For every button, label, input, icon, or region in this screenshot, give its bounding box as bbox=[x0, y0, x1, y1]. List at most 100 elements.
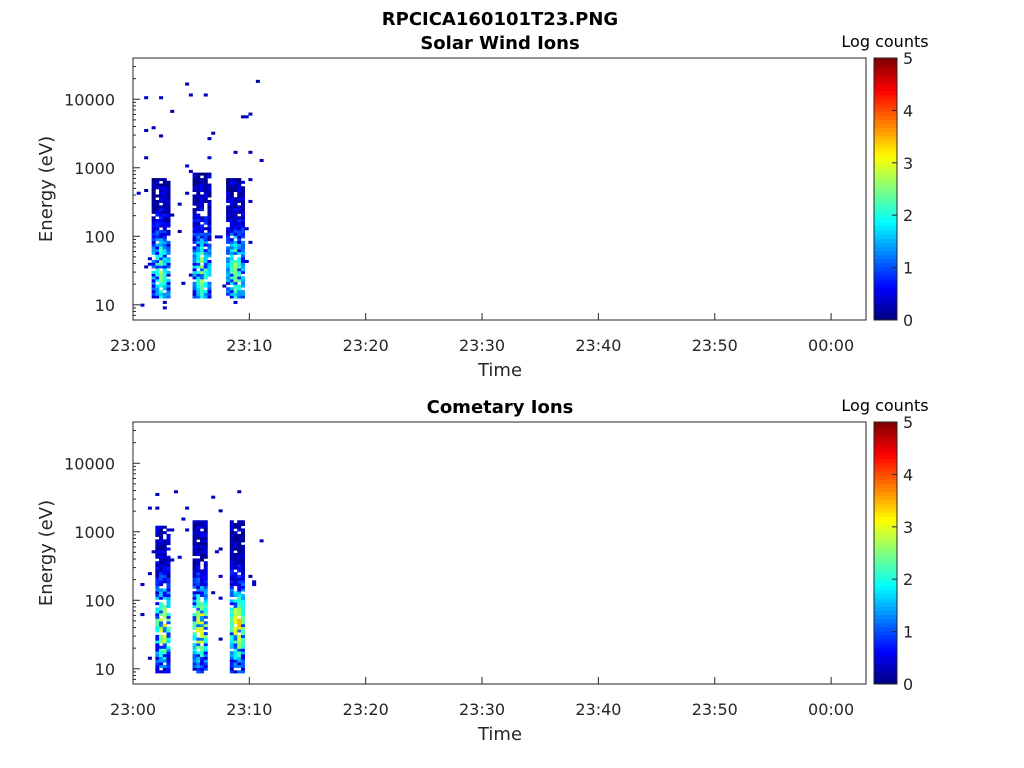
heatmap-cell bbox=[155, 648, 160, 652]
heatmap-cell bbox=[207, 238, 212, 242]
heatmap-cell bbox=[136, 191, 141, 195]
heatmap-cell bbox=[207, 137, 212, 141]
heatmap-cell bbox=[226, 219, 231, 223]
heatmap-cell bbox=[155, 235, 160, 239]
heatmap-cell bbox=[211, 131, 216, 135]
heatmap-cell bbox=[233, 561, 238, 565]
heatmap-cell bbox=[237, 257, 242, 261]
colorbar-segment bbox=[874, 246, 897, 251]
heatmap-cell bbox=[159, 640, 164, 644]
heatmap-cell bbox=[196, 656, 201, 660]
heatmap-cell bbox=[218, 596, 223, 600]
heatmap-cell bbox=[196, 577, 201, 581]
y-axis-label: Energy (eV) bbox=[36, 136, 57, 242]
heatmap-cell bbox=[240, 618, 245, 622]
heatmap-cell bbox=[233, 618, 238, 622]
heatmap-cell bbox=[207, 265, 212, 269]
heatmap-cell bbox=[233, 273, 238, 277]
heatmap-cell bbox=[162, 607, 167, 611]
heatmap-cell bbox=[196, 553, 201, 557]
heatmap-cell bbox=[207, 191, 212, 195]
heatmap-cell bbox=[151, 270, 156, 274]
x-tick-label: 23:40 bbox=[575, 336, 621, 355]
heatmap-cell bbox=[203, 273, 208, 277]
colorbar-segment bbox=[874, 422, 897, 427]
heatmap-cell bbox=[159, 574, 164, 578]
heatmap-cell bbox=[237, 221, 242, 225]
heatmap-cell bbox=[196, 558, 201, 562]
heatmap-cell bbox=[151, 191, 156, 195]
heatmap-cell bbox=[155, 544, 160, 548]
colorbar-tick-label: 3 bbox=[903, 518, 913, 537]
heatmap-cell bbox=[159, 249, 164, 253]
heatmap-cell bbox=[237, 653, 242, 658]
colorbar-segment bbox=[874, 503, 897, 509]
heatmap-cell bbox=[166, 651, 171, 655]
colorbar-segment bbox=[874, 659, 897, 665]
heatmap-cell bbox=[229, 653, 234, 658]
colorbar-segment bbox=[874, 180, 897, 186]
heatmap-cell bbox=[240, 563, 245, 567]
heatmap-cell bbox=[207, 186, 212, 190]
heatmap-cell bbox=[240, 257, 245, 261]
heatmap-cell bbox=[196, 593, 201, 597]
heatmap-cell bbox=[233, 653, 238, 658]
heatmap-cell bbox=[200, 553, 205, 557]
heatmap-cell bbox=[237, 216, 242, 220]
heatmap-cell bbox=[237, 219, 242, 223]
colorbar-tick-label: 1 bbox=[903, 623, 913, 642]
heatmap-cell bbox=[151, 276, 156, 280]
heatmap-cell bbox=[196, 653, 201, 658]
heatmap-cell bbox=[233, 645, 238, 649]
heatmap-cell bbox=[233, 643, 238, 647]
heatmap-cell bbox=[162, 208, 167, 212]
heatmap-cell bbox=[237, 183, 242, 187]
heatmap-cell bbox=[192, 599, 197, 603]
heatmap-cell bbox=[155, 219, 160, 223]
heatmap-cell bbox=[159, 189, 164, 193]
heatmap-cell bbox=[166, 243, 171, 247]
colorbar-label: Log counts bbox=[841, 32, 928, 51]
heatmap-cell bbox=[155, 525, 160, 529]
heatmap-cell bbox=[200, 569, 205, 573]
heatmap-cell bbox=[166, 202, 171, 206]
heatmap-cell bbox=[203, 653, 208, 658]
heatmap-cell bbox=[229, 544, 234, 548]
heatmap-cell bbox=[151, 289, 156, 294]
heatmap-cell bbox=[229, 210, 234, 214]
colorbar-segment bbox=[874, 238, 897, 243]
heatmap-cell bbox=[162, 189, 167, 193]
heatmap-cell bbox=[155, 643, 160, 647]
heatmap-cell bbox=[155, 273, 160, 277]
heatmap-cell bbox=[151, 221, 156, 225]
heatmap-cell bbox=[240, 235, 245, 239]
heatmap-cell bbox=[162, 205, 167, 209]
heatmap-cell bbox=[237, 670, 242, 674]
heatmap-cell bbox=[237, 602, 242, 606]
heatmap-cell bbox=[229, 240, 234, 244]
heatmap-cell bbox=[200, 539, 205, 543]
heatmap-cell bbox=[151, 281, 156, 285]
heatmap-cell bbox=[237, 276, 242, 280]
heatmap-cell bbox=[155, 243, 160, 247]
heatmap-cell bbox=[229, 249, 234, 253]
heatmap-cell bbox=[229, 533, 234, 537]
heatmap-cell bbox=[229, 645, 234, 649]
heatmap-cell bbox=[196, 621, 201, 625]
colorbar-segment bbox=[874, 176, 897, 182]
heatmap-cell bbox=[240, 180, 245, 184]
heatmap-cell bbox=[233, 542, 238, 546]
heatmap-cell bbox=[166, 583, 171, 587]
heatmap-cell bbox=[203, 235, 208, 239]
colorbar-segment bbox=[874, 499, 897, 505]
colorbar-segment bbox=[874, 626, 897, 632]
heatmap-cell bbox=[207, 224, 212, 228]
heatmap-cell bbox=[166, 555, 171, 559]
heatmap-cell bbox=[200, 651, 205, 655]
heatmap-cell bbox=[159, 183, 164, 187]
heatmap-cell bbox=[226, 186, 231, 190]
heatmap-cell bbox=[237, 645, 242, 649]
heatmap-cell bbox=[229, 591, 234, 595]
heatmap-cell bbox=[237, 662, 242, 666]
heatmap-cell bbox=[151, 240, 156, 244]
